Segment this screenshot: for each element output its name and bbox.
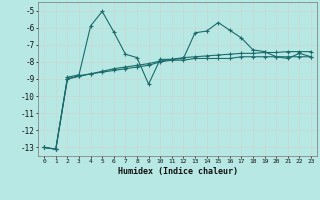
X-axis label: Humidex (Indice chaleur): Humidex (Indice chaleur)	[118, 167, 238, 176]
